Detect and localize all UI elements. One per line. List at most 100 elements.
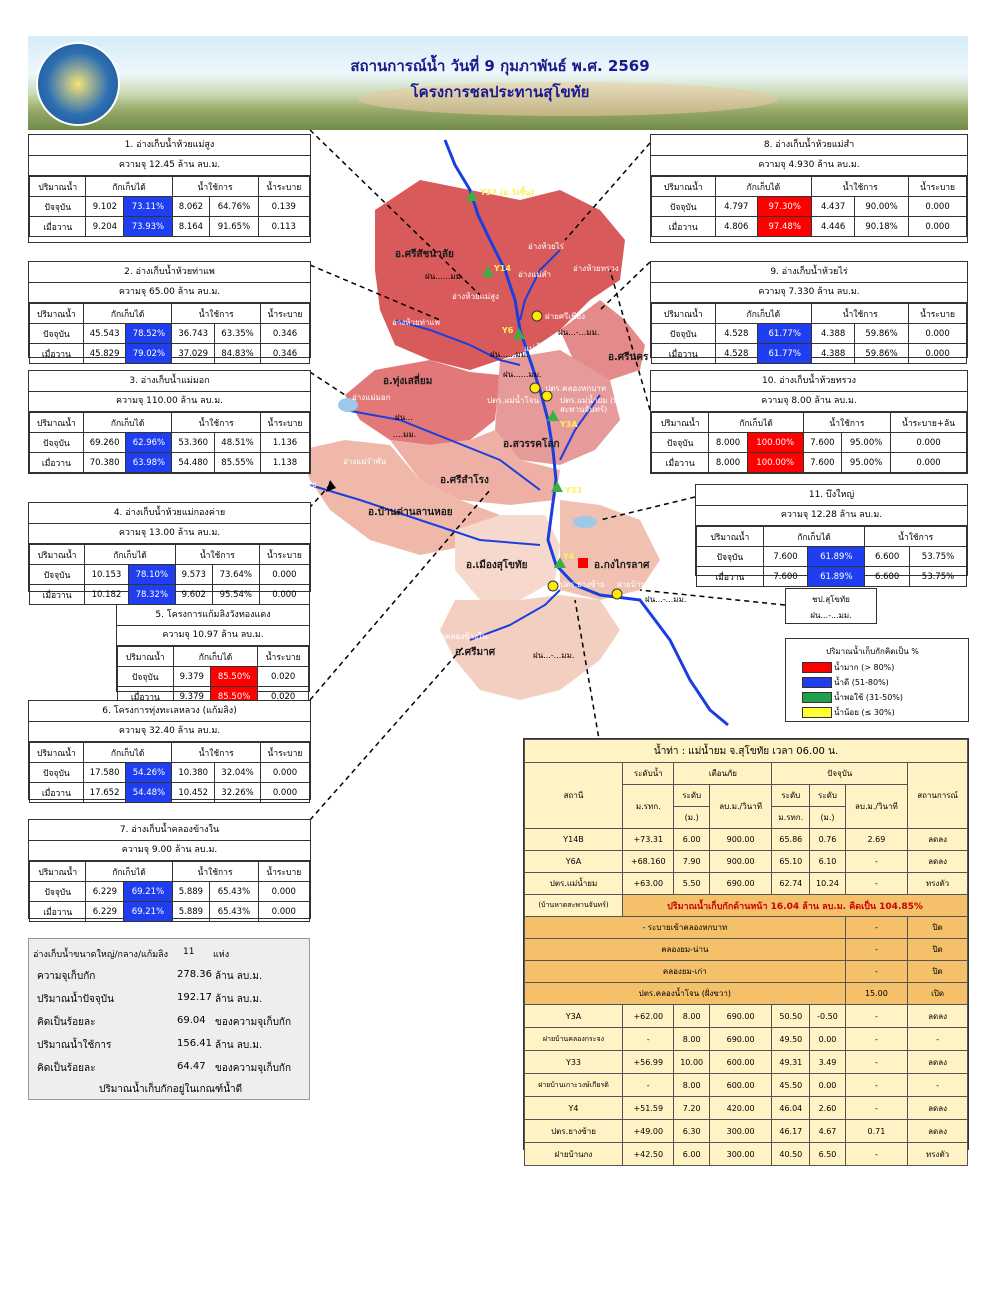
col-header: ปริมาณน้ำ <box>29 303 84 324</box>
district-srimat <box>440 595 620 700</box>
col-header: กักเก็บได้ <box>85 861 173 882</box>
legend-swatch-yellow <box>802 707 832 718</box>
col-header: ระดับ <box>809 784 846 807</box>
cell: Y14B <box>524 828 623 851</box>
rain-box-title: ชป.สุโขทัย <box>812 595 850 604</box>
summary-box: อ่างเก็บน้ำขนาดใหญ่/กลาง/แก้มลิง 11 แห่ง ค… <box>28 938 310 1100</box>
cell: เมื่อวาน <box>651 216 716 237</box>
col-header: น้ำระบาย <box>257 861 311 882</box>
cell: 7.600 <box>802 432 843 453</box>
cell: ฝายบ้านเกาะวงษ์เกียรติ <box>524 1073 623 1097</box>
cell: 10.24 <box>809 872 846 895</box>
table-row: Y6A +68.160 7.90 900.00 65.10 6.10- ลดลง <box>524 850 968 873</box>
cell-status: ลดลง <box>907 1050 968 1074</box>
cell-status: ปิด <box>907 938 968 961</box>
cell: 46.04 <box>771 1096 811 1120</box>
cell: 6.229 <box>85 881 125 902</box>
cell: - <box>844 1073 909 1097</box>
cell: 9.204 <box>85 216 125 237</box>
cell: 62.74 <box>771 872 811 895</box>
legend-swatch-red <box>802 662 832 673</box>
cell: 90.00% <box>853 196 910 217</box>
reservoir-table: ปริมาณน้ำ กักเก็บได้ น้ำใช้การ น้ำระบาย ปัจ… <box>29 412 311 473</box>
col-header: ปริมาณน้ำ <box>29 742 84 763</box>
cell-status: ลดลง <box>907 1096 968 1120</box>
summary-value: 69.04 <box>177 1015 206 1026</box>
district-muang <box>455 515 560 600</box>
reservoir-card-8: 8. อ่างเก็บน้ำห้วยแม่สำ ความจุ 4.930 ล้า… <box>650 134 968 243</box>
cell: 0.000 <box>908 343 967 364</box>
legend-item: น้ำน้อย (≤ 30%) <box>802 706 895 718</box>
cell: 0.000 <box>257 881 311 902</box>
reservoir-table: ปริมาณน้ำ กักเก็บได้ น้ำใช้การ ปัจจุบัน 7.6… <box>696 526 967 587</box>
leader-wl <box>574 599 601 746</box>
cell: 10.00 <box>673 1050 710 1074</box>
place-yom-river: แม่น้ำยม <box>524 344 555 353</box>
cell: 5.50 <box>673 872 710 895</box>
cell: 6.00 <box>673 1142 710 1166</box>
reservoir-table: ปริมาณน้ำ กักเก็บได้ น้ำใช้การ น้ำระบาย ปัจ… <box>29 303 311 364</box>
col-header: สถานี <box>524 762 623 829</box>
header-banner <box>28 36 968 130</box>
cell: เมื่อวาน <box>650 452 710 473</box>
cell: 6.30 <box>673 1119 710 1143</box>
cell: 85.55% <box>214 452 261 473</box>
cell-percent: 69.21% <box>123 901 173 922</box>
table-row: ปัจจุบัน 4.797 97.30% 4.437 90.00% 0.000 <box>651 196 967 217</box>
cell: เมื่อวาน <box>651 343 716 364</box>
cell: เมื่อวาน <box>29 452 84 473</box>
cell: 0.000 <box>908 196 967 217</box>
col-header: ระดับน้ำ <box>621 762 675 785</box>
table-row: คลองยม-น่าน - ปิด <box>524 938 968 961</box>
reservoir-card-10: 10. อ่างเก็บน้ำห้วยทรวง ความจุ 8.00 ล้าน… <box>650 370 968 474</box>
col-header: เตือนภัย <box>673 762 773 785</box>
cell: +42.50 <box>621 1142 675 1166</box>
cell: 900.00 <box>708 828 773 851</box>
water-level-table: น้ำท่า : แม่น้ำยม จ.สุโขทัย เวลา 06.00 น… <box>524 739 968 1166</box>
rain-label: ฝน......มม. <box>503 370 542 379</box>
cell: 0.000 <box>890 432 967 453</box>
cell-percent: 100.00% <box>746 432 804 453</box>
cell-status: - <box>907 1073 968 1097</box>
col-header: น้ำใช้การ <box>811 303 910 324</box>
station-label-y14: Y14 <box>494 264 511 273</box>
cell-percent: 61.77% <box>757 343 813 364</box>
reservoir-capacity: ความจุ 12.28 ล้าน ลบ.ม. <box>696 506 967 526</box>
reservoir-table: ปริมาณน้ำ กักเก็บได้ น้ำใช้การ น้ำระบาย ปัจ… <box>29 742 311 803</box>
table-row: ปัจจุบัน 69.260 62.96% 53.360 48.51% 1.136 <box>29 432 311 453</box>
cell: +51.59 <box>621 1096 675 1120</box>
cell: 70.380 <box>82 452 127 473</box>
reservoir-table: ปริมาณน้ำ กักเก็บได้ น้ำใช้การ น้ำระบาย ปัจ… <box>651 176 967 237</box>
cell: 7.600 <box>762 566 809 587</box>
cell: 37.029 <box>171 343 216 364</box>
col-header: ม.รทก. <box>621 784 675 829</box>
cell: 46.17 <box>771 1119 811 1143</box>
cell: 6.50 <box>809 1142 846 1166</box>
reservoir-table: ปริมาณน้ำ กักเก็บได้ น้ำใช้การ น้ำระบาย ปัจ… <box>28 544 311 605</box>
cell: 8.00 <box>673 1004 710 1028</box>
col-header: น้ำใช้การ <box>171 742 261 763</box>
col-header: น้ำใช้การ <box>171 861 259 882</box>
rain-box-value: ฝน...-...มม. <box>810 611 852 620</box>
cell: 9.102 <box>85 196 125 217</box>
tributary-4 <box>309 484 541 546</box>
cell: 90.18% <box>853 216 910 237</box>
cell: 0.020 <box>257 666 309 687</box>
table-row: ปัจจุบัน 17.580 54.26% 10.380 32.04% 0.000 <box>29 762 311 783</box>
cell: - <box>844 916 909 939</box>
district-label-kongkrailat: อ.กงไกรลาศ <box>594 560 650 571</box>
reservoir-card-6: 6. โครงการทุ่งทะเลหลวง (แก้มลิง) ความจุ … <box>28 700 311 803</box>
col-header: น้ำใช้การ <box>864 526 967 547</box>
cell: - <box>844 850 909 873</box>
cell-status: ลดลง <box>907 1004 968 1028</box>
gate-label: คลองยม-น่าน <box>524 938 846 961</box>
col-header: น้ำระบาย <box>257 646 309 667</box>
cell: ปัจจุบัน <box>28 881 87 902</box>
table-row: ปัจจุบัน 8.000 100.00% 7.600 95.00% 0.000 <box>650 432 967 453</box>
cell: 900.00 <box>708 850 773 873</box>
cell: (บ้านหาดสะพานจันทร์) <box>524 894 623 917</box>
table-row: เมื่อวาน 6.229 69.21% 5.889 65.43% 0.000 <box>28 901 311 922</box>
reservoir-card-1: 1. อ่างเก็บน้ำห้วยแม่สูง ความจุ 12.45 ล้… <box>28 134 311 243</box>
summary-count-row: อ่างเก็บน้ำขนาดใหญ่/กลาง/แก้มลิง 11 แห่ง <box>33 947 229 961</box>
leader-r1 <box>309 129 481 296</box>
